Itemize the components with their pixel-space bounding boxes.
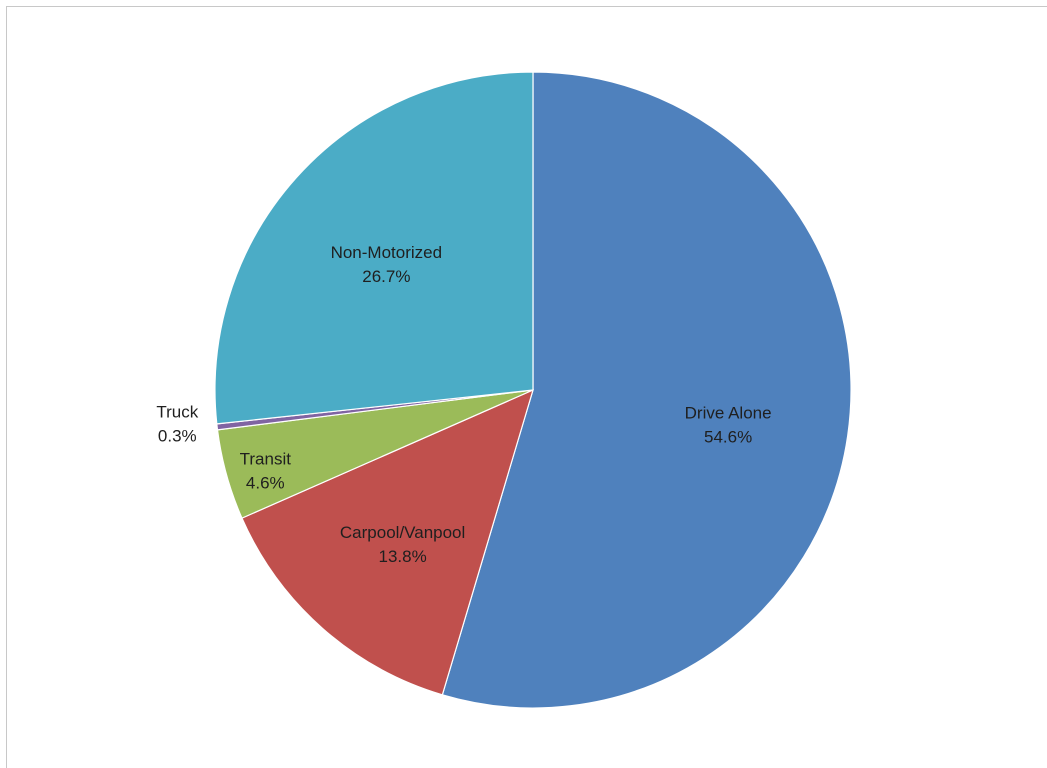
slice-value-truck: 0.3% (158, 426, 197, 445)
slice-value-drive-alone: 54.6% (704, 427, 752, 446)
slice-value-transit: 4.6% (246, 474, 285, 493)
pie-slice-non-motorized (214, 71, 534, 425)
slice-label-carpool-vanpool: Carpool/Vanpool (340, 523, 465, 542)
pie-slice-drive-alone (441, 71, 852, 709)
pie-slices (214, 71, 852, 709)
pie-labels: Drive Alone 54.6% Carpool/Vanpool 13.8% Tran… (156, 243, 771, 566)
slice-label-drive-alone: Drive Alone (685, 403, 772, 422)
pie-slice-carpool-vanpool (241, 388, 534, 696)
slice-value-carpool-vanpool: 13.8% (379, 547, 427, 566)
slice-value-non-motorized: 26.7% (362, 267, 410, 286)
slice-label-transit: Transit (240, 450, 292, 469)
slice-label-truck: Truck (156, 402, 198, 421)
slice-label-non-motorized: Non-Motorized (331, 243, 443, 262)
